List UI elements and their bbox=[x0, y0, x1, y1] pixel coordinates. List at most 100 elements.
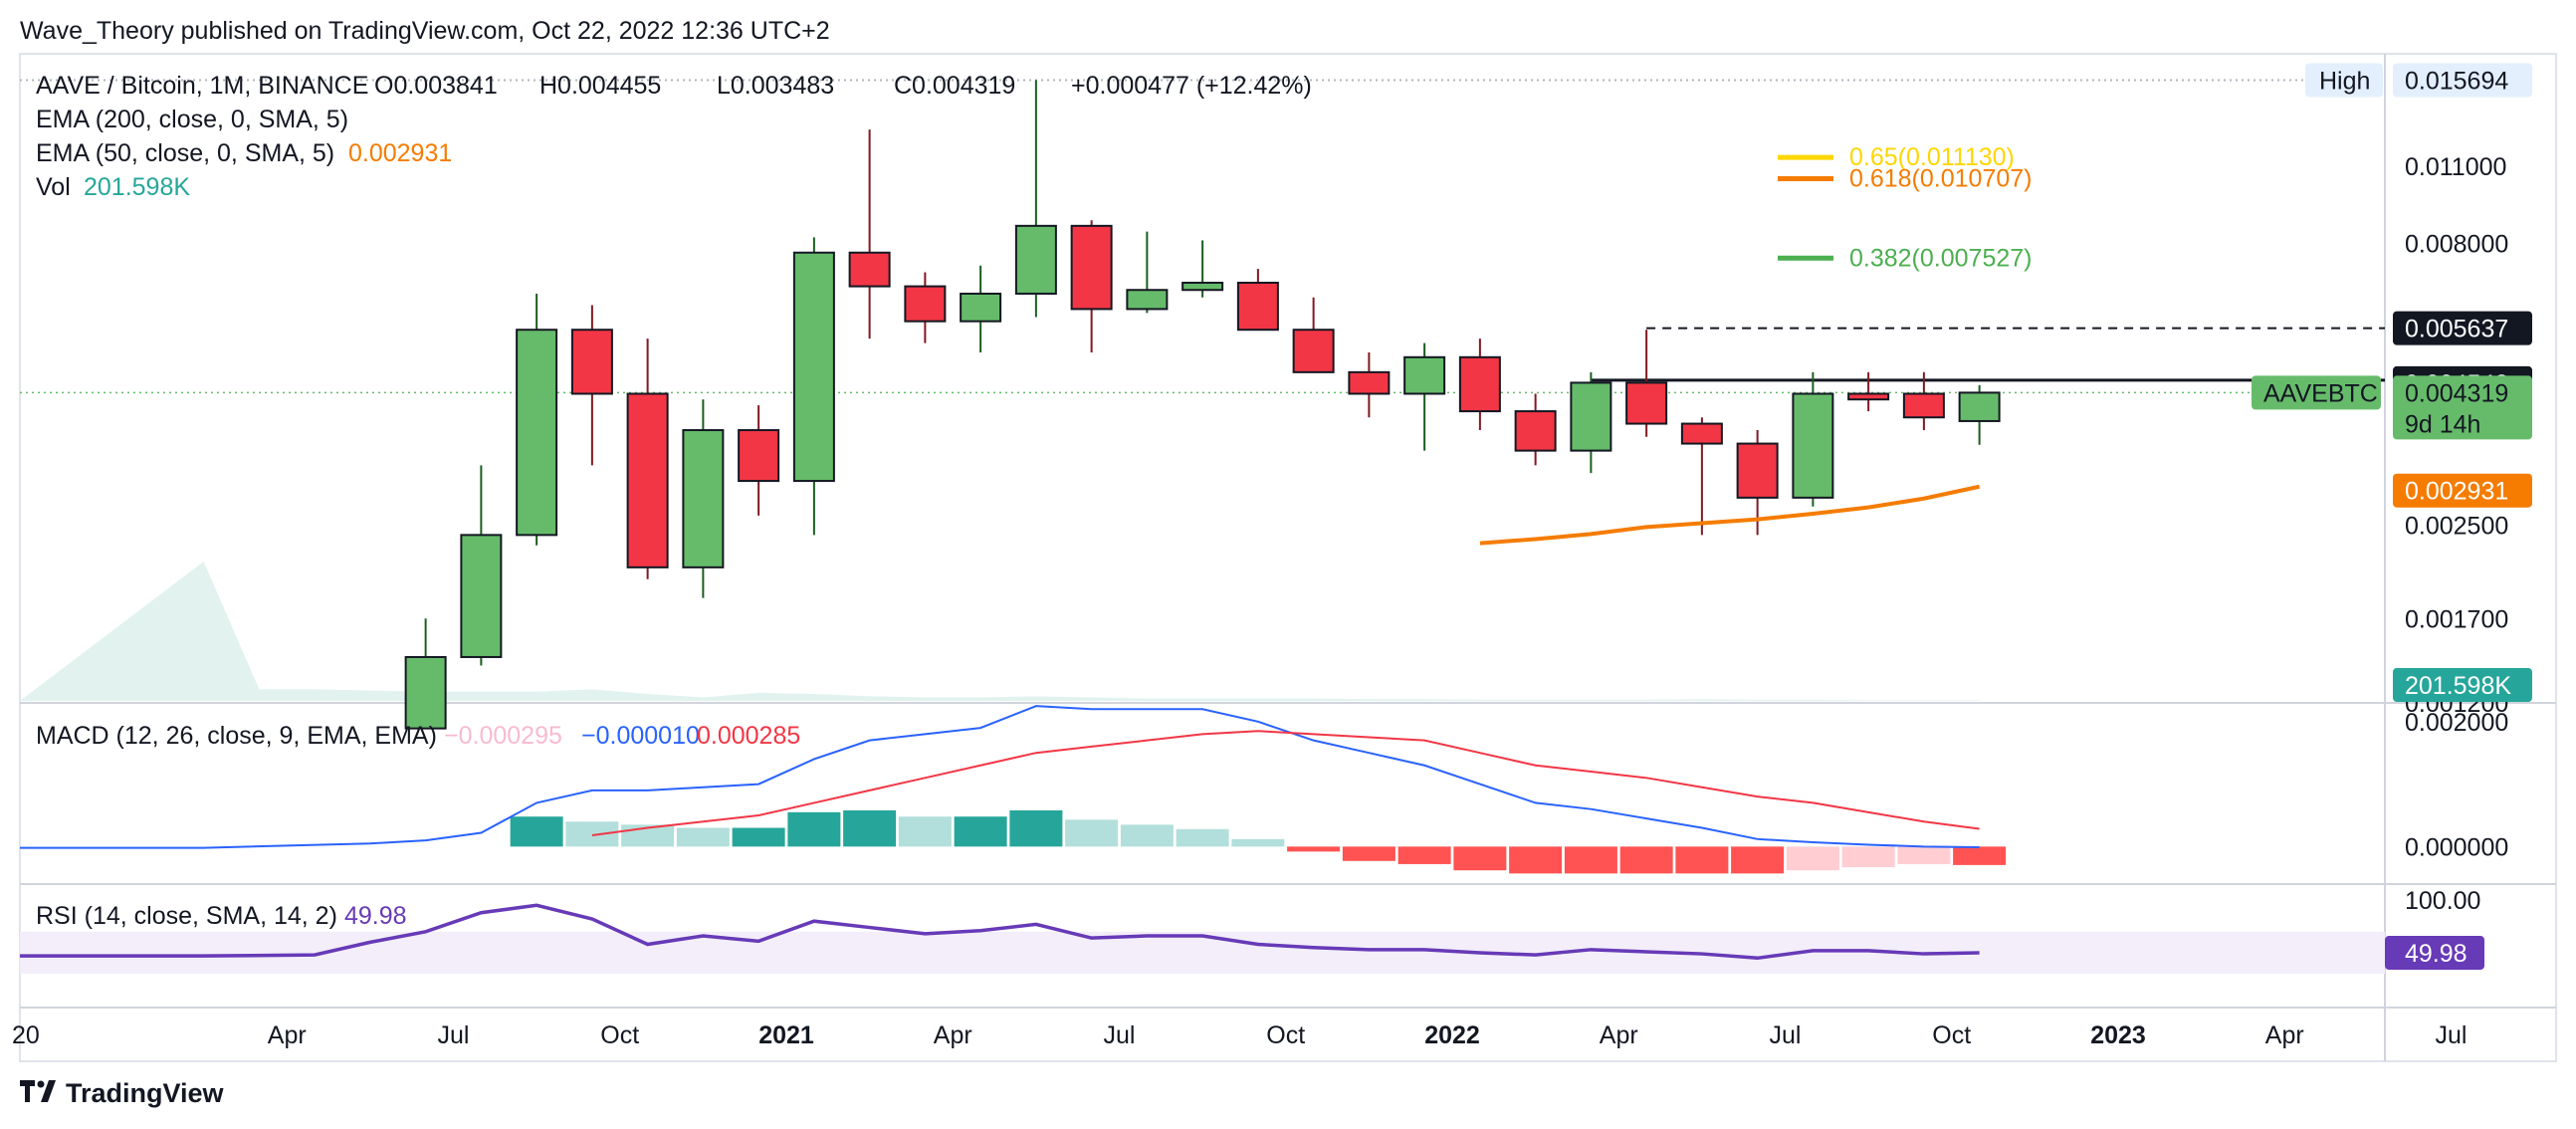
macd-hist-21 bbox=[1675, 846, 1729, 874]
candle-body-2 bbox=[516, 329, 558, 537]
candle-body-14 bbox=[1181, 281, 1224, 292]
price-tick-3: 0.001700 bbox=[2405, 605, 2508, 633]
macd-line bbox=[20, 705, 1980, 849]
legend-rsi: RSI (14, close, SMA, 14, 2) bbox=[36, 902, 337, 930]
price-tick-2: 0.002500 bbox=[2405, 512, 2508, 540]
time-tick-9: Apr bbox=[1600, 1021, 1638, 1049]
candle-body-17 bbox=[1348, 370, 1391, 395]
chart-frame bbox=[19, 53, 2557, 1062]
candle-body-20 bbox=[1514, 410, 1557, 452]
publish-line: Wave_Theory published on TradingView.com… bbox=[20, 17, 830, 45]
fib-label-0: 0.65(0.011130) bbox=[1849, 143, 2015, 171]
legend-macd-hist: −0.000295 bbox=[444, 722, 562, 750]
price-tick-0: 0.011000 bbox=[2405, 153, 2506, 181]
macd-hist-22 bbox=[1731, 846, 1785, 874]
macd-hist-9 bbox=[1009, 809, 1063, 847]
legend-ohlc-1: H0.004455 bbox=[539, 72, 661, 100]
dashed-level-tag: 0.005637 bbox=[2393, 311, 2532, 345]
macd-hist-17 bbox=[1453, 846, 1507, 871]
time-tick-12: 2023 bbox=[2090, 1021, 2146, 1049]
countdown-text: 9d 14h bbox=[2405, 410, 2480, 438]
legend-symbol: AAVE / Bitcoin, 1M, BINANCE bbox=[36, 72, 368, 100]
price-tick-1: 0.008000 bbox=[2405, 230, 2508, 258]
time-tick-3: Oct bbox=[600, 1021, 639, 1049]
candle-body-13 bbox=[1126, 289, 1169, 311]
time-tick-2: Jul bbox=[438, 1021, 470, 1049]
macd-hist-19 bbox=[1564, 846, 1617, 874]
rsi-tick-0: 100.00 bbox=[2405, 887, 2480, 915]
macd-hist-24 bbox=[1841, 846, 1895, 868]
candle-body-6 bbox=[738, 429, 780, 483]
macd-hist-5 bbox=[787, 811, 841, 847]
time-tick-8: 2022 bbox=[1424, 1021, 1480, 1049]
macd-tick-0: 0.002000 bbox=[2405, 709, 2508, 737]
legend-vol: Vol bbox=[36, 173, 71, 201]
candle-body-25 bbox=[1792, 392, 1834, 499]
ema50-line bbox=[1479, 484, 1981, 546]
candle-body-19 bbox=[1458, 355, 1501, 413]
candle-body-26 bbox=[1847, 392, 1890, 401]
candle-body-1 bbox=[460, 534, 503, 658]
volume-tag-bg bbox=[2393, 668, 2532, 702]
symbol-tag-bg bbox=[2252, 375, 2381, 410]
macd-hist-14 bbox=[1287, 846, 1341, 852]
candle-body-15 bbox=[1236, 281, 1279, 332]
time-tick-10: Jul bbox=[1770, 1021, 1802, 1049]
symbol-tag-text: AAVEBTC bbox=[2263, 379, 2378, 407]
legend-ohlc-4: +0.000477 (+12.42%) bbox=[1071, 72, 1312, 100]
macd-hist-0 bbox=[510, 816, 563, 847]
macd-hist-11 bbox=[1120, 824, 1174, 847]
rsi-tag-text: 49.98 bbox=[2405, 940, 2468, 968]
time-tick-1: Apr bbox=[268, 1021, 307, 1049]
candle-body-5 bbox=[682, 429, 725, 568]
rsi-band bbox=[20, 931, 2385, 975]
candle-body-21 bbox=[1570, 381, 1612, 452]
time-tick-5: Apr bbox=[934, 1021, 972, 1049]
time-tick-11: Oct bbox=[1932, 1021, 1971, 1049]
volume-tag: 201.598K bbox=[2393, 668, 2532, 702]
high-value-tag: 0.015694 bbox=[2393, 63, 2532, 98]
macd-hist-26 bbox=[1953, 846, 2007, 865]
brand-name: TradingView bbox=[66, 1077, 224, 1108]
legend-ohlc-0: O0.003841 bbox=[374, 72, 498, 100]
macd-hist-25 bbox=[1897, 846, 1951, 864]
legend-ema50: EMA (50, close, 0, SMA, 5) bbox=[36, 139, 334, 167]
candle-body-24 bbox=[1736, 442, 1779, 499]
macd-hist-4 bbox=[732, 827, 785, 847]
macd-tick-1: 0.000000 bbox=[2405, 833, 2508, 861]
time-tick-6: Jul bbox=[1104, 1021, 1136, 1049]
legend-macd-signal: 0.000285 bbox=[697, 722, 800, 750]
candle-body-8 bbox=[848, 251, 891, 288]
fib-label-2: 0.382(0.007527) bbox=[1849, 244, 2032, 272]
macd-hist-8 bbox=[954, 816, 1007, 847]
macd-hist-18 bbox=[1509, 846, 1563, 874]
macd-hist-15 bbox=[1342, 846, 1395, 861]
candle-body-7 bbox=[792, 251, 835, 483]
macd-hist-20 bbox=[1619, 846, 1673, 874]
ema50-tag-text: 0.002931 bbox=[2405, 478, 2508, 506]
macd-hist-23 bbox=[1786, 846, 1839, 871]
legend: AAVE / Bitcoin, 1M, BINANCE O0.003841 H0.0… bbox=[36, 72, 1312, 201]
legend-macd-line: −0.000010 bbox=[581, 722, 700, 750]
fib-label-1: 0.618(0.010707) bbox=[1849, 165, 2032, 193]
macd-hist-6 bbox=[843, 809, 897, 847]
high-value-tag-bg bbox=[2393, 63, 2532, 98]
rsi-line bbox=[20, 903, 1980, 961]
volume-area bbox=[20, 562, 1980, 701]
candle-body-16 bbox=[1292, 329, 1335, 373]
dashed-level-tag-bg bbox=[2393, 311, 2532, 345]
legend-ema200: EMA (200, close, 0, SMA, 5) bbox=[36, 106, 348, 133]
macd-signal-line bbox=[591, 730, 1980, 837]
time-tick-7: Oct bbox=[1266, 1021, 1305, 1049]
candle-body-0 bbox=[404, 655, 447, 730]
legend-ema50-value: 0.002931 bbox=[348, 139, 452, 167]
footer-brand[interactable]: TradingView bbox=[20, 1077, 224, 1109]
legend-macd: MACD (12, 26, close, 9, EMA, EMA) bbox=[36, 722, 437, 750]
last-price-tag-text: 0.004319 bbox=[2405, 379, 2508, 407]
candle-body-23 bbox=[1680, 422, 1723, 445]
volume-tag-text: 201.598K bbox=[2405, 672, 2511, 700]
candle-body-27 bbox=[1902, 392, 1945, 419]
macd-hist-10 bbox=[1065, 819, 1119, 847]
macd-hist-3 bbox=[676, 827, 730, 847]
